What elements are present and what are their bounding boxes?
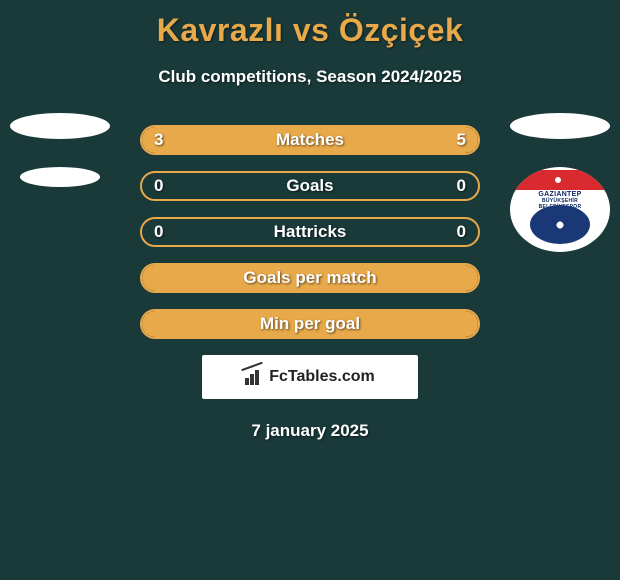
subtitle: Club competitions, Season 2024/2025 (0, 67, 620, 87)
stat-bar: Goals per match (140, 263, 480, 293)
club-badge-gaziantep: GAZIANTEP BÜYÜKŞEHİR BELEDİYESPOR (510, 167, 610, 252)
stat-value-right: 0 (457, 222, 466, 242)
stat-bar: 3Matches5 (140, 125, 480, 155)
stat-value-right: 0 (457, 176, 466, 196)
stat-label: Hattricks (142, 222, 478, 242)
stat-value-right: 5 (457, 130, 466, 150)
stat-rows: 3Matches50Goals00Hattricks0Goals per mat… (140, 125, 480, 339)
placeholder-ellipse-icon (510, 113, 610, 139)
comparison-card: Kavrazlı vs Özçiçek Club competitions, S… (0, 0, 620, 580)
placeholder-ellipse-icon (20, 167, 100, 187)
placeholder-ellipse-icon (10, 113, 110, 139)
watermark-text: FcTables.com (269, 368, 375, 386)
badge-line-1: GAZIANTEP (510, 191, 610, 198)
stat-label: Matches (142, 130, 478, 150)
stat-bar: 0Goals0 (140, 171, 480, 201)
badge-circle-icon: GAZIANTEP BÜYÜKŞEHİR BELEDİYESPOR (510, 167, 610, 252)
watermark: FcTables.com (202, 355, 418, 399)
stat-label: Goals per match (142, 268, 478, 288)
page-title: Kavrazlı vs Özçiçek (0, 0, 620, 49)
stat-label: Goals (142, 176, 478, 196)
badge-flag-strip (513, 170, 607, 190)
player-left-logo (10, 113, 110, 213)
stats-area: GAZIANTEP BÜYÜKŞEHİR BELEDİYESPOR 3Match… (0, 125, 620, 339)
date-line: 7 january 2025 (0, 421, 620, 441)
stat-bar: 0Hattricks0 (140, 217, 480, 247)
stat-bar: Min per goal (140, 309, 480, 339)
player-right-logo: GAZIANTEP BÜYÜKŞEHİR BELEDİYESPOR (510, 113, 610, 213)
badge-ball-icon (530, 205, 590, 244)
stat-label: Min per goal (142, 314, 478, 334)
turkey-flag-icon (553, 175, 567, 185)
bar-chart-icon (245, 369, 265, 385)
